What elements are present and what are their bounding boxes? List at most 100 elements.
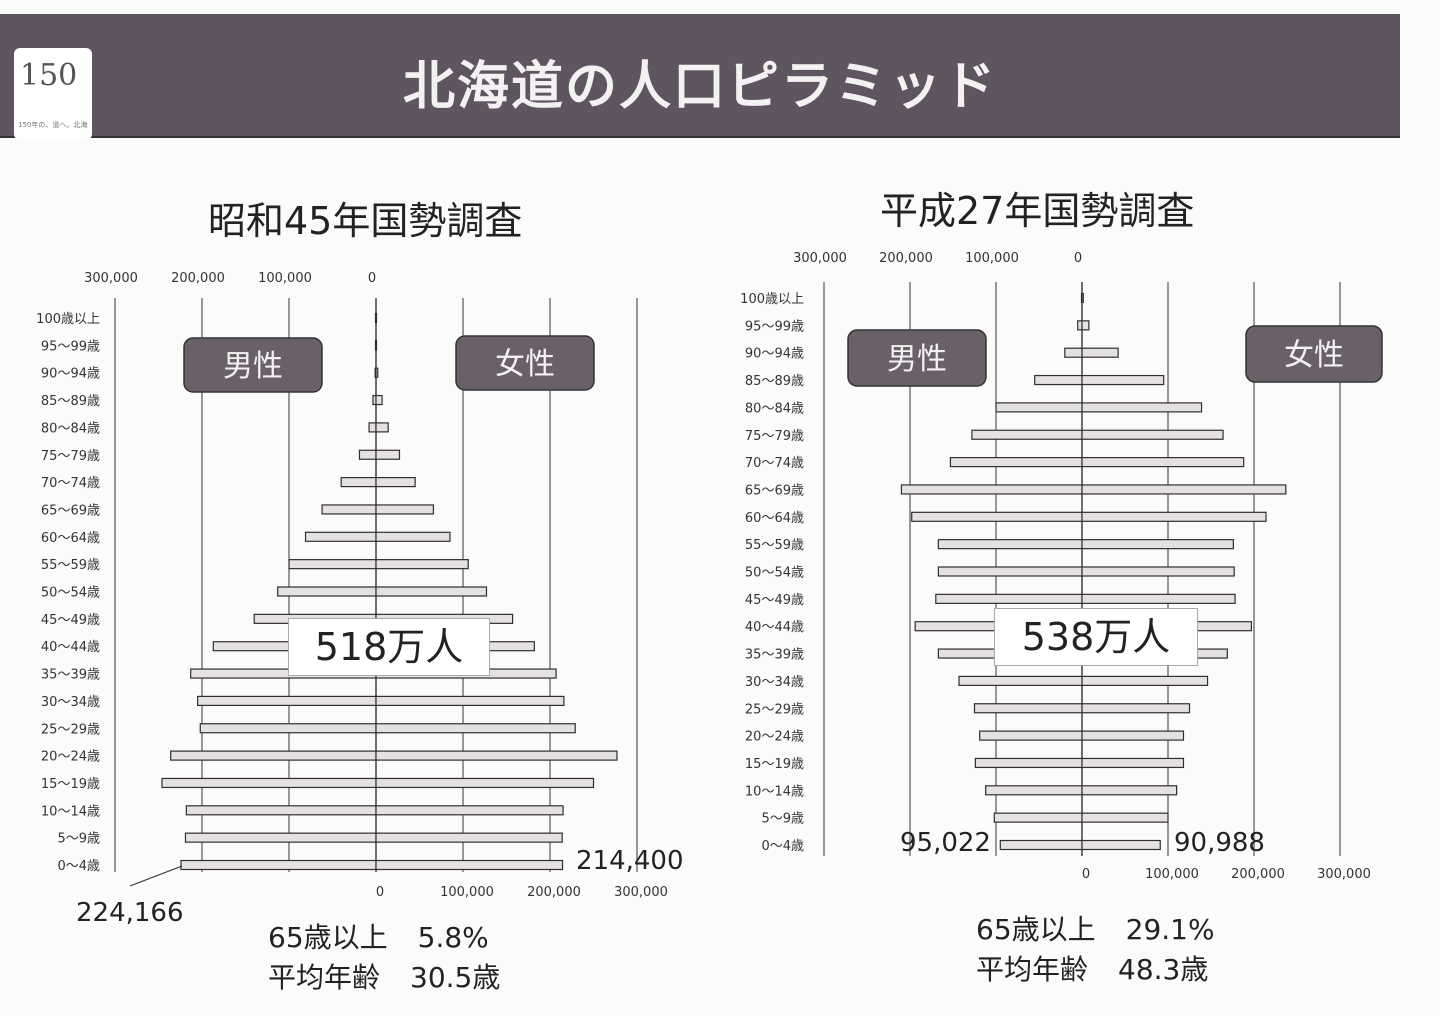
callout-male-0-4-2015: 95,022 [900,828,991,858]
male-bar [995,402,1083,413]
female-bar [1081,757,1185,769]
male-badge [183,337,323,393]
age-group-label: 20〜24歳 [745,730,804,745]
bottom-tick-label: 100,000 [440,885,494,900]
title-banner: 150 150年の、道へ。北海道 北海道の人口ピラミッド [0,14,1400,140]
age-group-label: 25〜29歳 [745,702,804,717]
bottom-tick-label: 300,000 [614,885,668,900]
age-group-label: 25〜29歳 [41,722,100,737]
bottom-tick-label: 100,000 [1145,867,1199,882]
stat-row-aged: 65歳以上 5.8% [268,918,500,958]
top-tick-label: 200,000 [879,251,933,266]
male-bar [304,531,377,542]
callout-pointer [129,865,183,887]
male-bar [937,566,1083,577]
male-bar [161,777,377,789]
male-bar [900,484,1083,495]
female-bar [375,504,435,515]
age-group-label: 85〜89歳 [745,374,804,389]
stat-label: 平均年齢 [976,953,1089,986]
top-tick-label: 0 [1074,251,1082,266]
female-bar [1081,374,1165,386]
female-bar [375,312,378,324]
male-bar [1077,320,1083,331]
female-bar [1081,785,1178,796]
female-bar [1081,703,1191,714]
age-group-label: 80〜84歳 [41,421,100,436]
female-bar [1081,320,1090,331]
page-title: 北海道の人口ピラミッド [402,57,997,117]
female-bar [1081,539,1234,550]
age-group-label: 95〜99歳 [745,319,804,334]
female-bar [375,586,488,597]
male-bar [937,539,1083,550]
female-bar [375,695,565,707]
stat-value: 48.3歳 [1118,953,1209,986]
age-group-label: 60〜64歳 [745,511,804,526]
chart-title-2015: 平成27年国勢調査 [880,189,1195,233]
female-bar [375,367,379,378]
age-group-label: 50〜54歳 [41,586,100,601]
age-group-label: 15〜19歳 [745,757,804,772]
stat-value: 5.8% [417,921,489,954]
female-bar [375,449,401,460]
age-group-label: 35〜39歳 [41,668,100,683]
age-group-label: 65〜69歳 [745,483,804,498]
stat-row-average-age: 平均年齢 48.3歳 [976,950,1215,990]
male-bar [973,703,1083,714]
age-group-label: 50〜54歳 [745,566,804,581]
female-bar [1081,593,1236,604]
female-bar [1081,429,1224,440]
male-bar [985,785,1083,796]
age-group-label: 100歳以上 [740,292,804,307]
female-bar [1081,839,1161,851]
callout-male-0-4-1970: 224,166 [76,898,184,928]
male-bar [185,805,377,816]
female-bar [1081,566,1235,577]
female-badge [1245,325,1383,383]
stat-label: 平均年齢 [268,961,381,994]
male-bar [199,723,377,734]
age-group-label: 45〜49歳 [745,593,804,608]
male-bar [949,457,1083,468]
top-tick-label: 300,000 [84,271,138,286]
stat-value: 29.1% [1125,913,1215,946]
male-bar [321,504,377,515]
age-group-label: 90〜94歳 [41,367,100,382]
age-group-label: 95〜99歳 [41,339,100,354]
female-bar [1081,675,1209,687]
male-label: 男性 [887,342,947,377]
female-bar [375,559,469,570]
age-group-label: 0〜4歳 [57,859,100,874]
stat-row-aged: 65歳以上 29.1% [976,910,1215,950]
age-group-label: 55〜59歳 [41,558,100,573]
female-bar [1081,457,1245,468]
age-group-label: 45〜49歳 [41,613,100,628]
top-tick-label: 300,000 [793,251,847,266]
bottom-tick-label: 300,000 [1317,867,1371,882]
male-bar [911,511,1083,522]
age-group-label: 70〜74歳 [41,476,100,491]
male-bar [184,832,377,843]
male-bar [935,593,1083,604]
age-group-label: 65〜69歳 [41,503,100,518]
total-population-2015: 538万人 [994,608,1198,666]
hokkaido-150-logo: 150 150年の、道へ。北海道 [14,48,92,140]
age-group-label: 10〜14歳 [41,804,100,819]
age-group-label: 70〜74歳 [745,456,804,471]
top-tick-label: 100,000 [965,251,1019,266]
male-bar [958,675,1083,687]
female-label: 女性 [1284,338,1344,373]
age-group-label: 40〜44歳 [745,620,804,635]
top-tick-label: 100,000 [258,271,312,286]
male-bar [971,429,1083,440]
male-bar [1034,374,1083,386]
male-badge [847,329,987,387]
age-group-label: 35〜39歳 [745,648,804,663]
logo-number: 150 [20,58,78,93]
stats-2015: 65歳以上 29.1% 平均年齢 48.3歳 [976,910,1215,990]
age-group-label: 10〜14歳 [745,784,804,799]
male-bar [288,559,377,570]
age-group-label: 75〜79歳 [745,429,804,444]
